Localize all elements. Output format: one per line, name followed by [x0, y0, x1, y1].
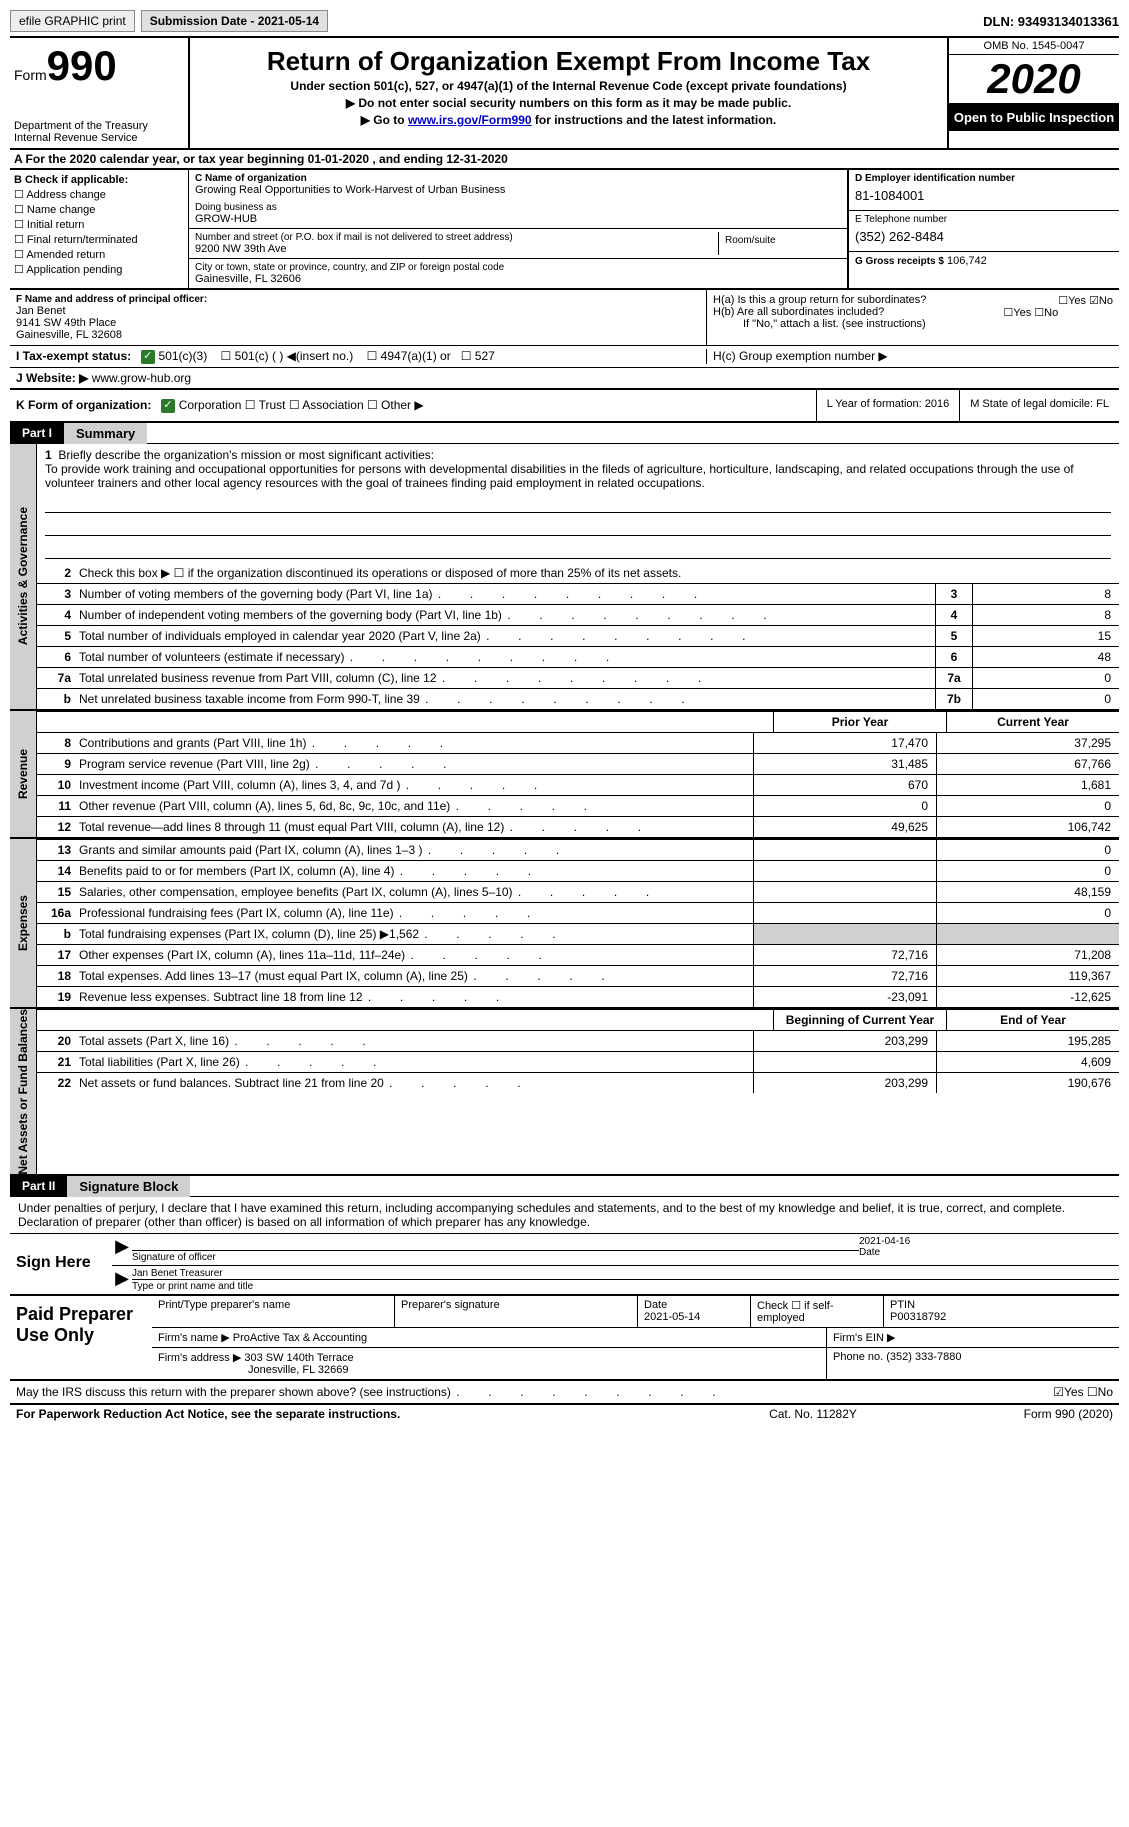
- box-i: I Tax-exempt status: 501(c)(3) ☐ 501(c) …: [16, 349, 706, 364]
- form-title-cell: Return of Organization Exempt From Incom…: [190, 38, 947, 148]
- box-l: L Year of formation: 2016: [816, 390, 960, 421]
- sig-intro: Under penalties of perjury, I declare th…: [10, 1197, 1119, 1234]
- part-tag: Part I: [10, 423, 64, 444]
- box-h: H(a) Is this a group return for subordin…: [706, 290, 1119, 345]
- box-d-e-g: D Employer identification number 81-1084…: [847, 170, 1119, 288]
- part-title: Signature Block: [67, 1176, 190, 1197]
- checked-icon: [161, 399, 175, 413]
- year-cell: OMB No. 1545-0047 2020 Open to Public In…: [947, 38, 1119, 148]
- part-title: Summary: [64, 423, 147, 444]
- page-title: Return of Organization Exempt From Incom…: [196, 46, 941, 77]
- instructions-link[interactable]: www.irs.gov/Form990: [408, 113, 532, 127]
- side-tab-expenses: Expenses: [10, 839, 37, 1007]
- box-c: C Name of organization Growing Real Oppo…: [189, 170, 847, 288]
- side-tab-netassets: Net Assets or Fund Balances: [10, 1009, 37, 1175]
- website-link[interactable]: www.grow-hub.org: [92, 371, 191, 385]
- mission: 1 Briefly describe the organization's mi…: [37, 444, 1119, 563]
- sign-here: Sign Here: [10, 1234, 112, 1294]
- box-f: F Name and address of principal officer:…: [10, 290, 706, 345]
- part-tag: Part II: [10, 1176, 67, 1197]
- footer-notice: For Paperwork Reduction Act Notice, see …: [16, 1407, 713, 1421]
- box-hc: H(c) Group exemption number ▶: [706, 349, 1113, 364]
- submission-date: Submission Date - 2021-05-14: [141, 10, 328, 32]
- box-k: K Form of organization: Corporation ☐ Tr…: [10, 390, 816, 421]
- tax-period: A For the 2020 calendar year, or tax yea…: [10, 150, 1119, 170]
- footer-cat: Cat. No. 11282Y: [713, 1407, 913, 1421]
- box-m: M State of legal domicile: FL: [959, 390, 1119, 421]
- side-tab-revenue: Revenue: [10, 711, 37, 837]
- form-id-cell: Form990 Department of the Treasury Inter…: [10, 38, 190, 148]
- box-b: B Check if applicable: Address change Na…: [10, 170, 189, 288]
- discuss-row: May the IRS discuss this return with the…: [10, 1381, 1119, 1405]
- dln: DLN: 93493134013361: [983, 14, 1119, 29]
- efile-print-button[interactable]: efile GRAPHIC print: [10, 10, 135, 32]
- paid-preparer: Paid Preparer Use Only: [10, 1296, 152, 1379]
- side-tab-activities: Activities & Governance: [10, 444, 37, 709]
- checked-icon: [141, 350, 155, 364]
- footer-form: Form 990 (2020): [913, 1407, 1113, 1421]
